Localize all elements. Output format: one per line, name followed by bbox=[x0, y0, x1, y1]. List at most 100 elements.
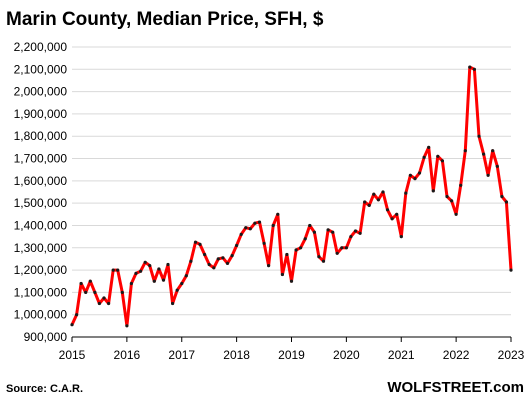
data-point bbox=[248, 227, 252, 231]
data-point bbox=[422, 155, 426, 159]
data-point bbox=[257, 220, 262, 224]
y-axis-tick-labels: 900,000 1,000,000 1,100,000 1,200,000 1,300,… bbox=[14, 40, 68, 344]
data-point bbox=[495, 164, 499, 168]
data-point bbox=[372, 192, 376, 196]
data-point bbox=[166, 262, 170, 267]
x-tick-label: 2019 bbox=[278, 348, 305, 362]
data-point bbox=[312, 230, 316, 234]
data-point bbox=[335, 251, 339, 255]
x-tick-label: 2020 bbox=[333, 348, 360, 362]
data-point bbox=[143, 260, 147, 264]
data-point bbox=[120, 290, 124, 294]
data-point bbox=[331, 230, 335, 234]
data-point bbox=[157, 267, 161, 271]
data-point bbox=[230, 254, 234, 258]
x-tick-label: 2021 bbox=[388, 348, 415, 362]
series-line bbox=[70, 65, 513, 328]
x-tick-label: 2018 bbox=[223, 348, 250, 362]
series-median-price bbox=[70, 65, 513, 328]
data-point bbox=[235, 243, 239, 248]
data-point bbox=[477, 134, 481, 138]
data-point bbox=[267, 264, 271, 268]
data-point bbox=[221, 256, 225, 260]
data-point bbox=[472, 67, 476, 71]
y-tick-label: 1,400,000 bbox=[14, 218, 68, 232]
data-point bbox=[139, 269, 143, 273]
data-point bbox=[79, 281, 83, 286]
data-point bbox=[303, 237, 307, 241]
data-point bbox=[116, 268, 120, 272]
y-tick-label: 1,600,000 bbox=[14, 174, 68, 188]
data-point bbox=[308, 223, 312, 228]
data-point bbox=[198, 242, 202, 246]
data-point bbox=[431, 189, 435, 193]
data-point bbox=[404, 191, 408, 195]
data-point bbox=[97, 301, 101, 306]
data-point bbox=[262, 241, 266, 245]
data-point bbox=[111, 268, 115, 272]
data-point bbox=[450, 199, 454, 203]
y-tick-label: 1,500,000 bbox=[14, 196, 68, 210]
data-point bbox=[184, 274, 188, 278]
data-point bbox=[486, 173, 490, 177]
data-point bbox=[340, 246, 344, 250]
y-tick-label: 2,200,000 bbox=[14, 40, 68, 54]
data-point bbox=[93, 290, 97, 294]
x-axis-tick-labels: 2015 2016 2017 2018 2019 2020 2021 2022 2023 bbox=[59, 348, 525, 362]
data-point bbox=[399, 235, 403, 239]
data-point bbox=[212, 266, 216, 270]
data-point bbox=[367, 203, 371, 207]
chart-title: Marin County, Median Price, SFH, $ bbox=[6, 9, 324, 30]
data-point bbox=[353, 229, 358, 233]
data-point bbox=[417, 171, 422, 175]
data-point bbox=[500, 194, 504, 199]
y-tick-label: 2,100,000 bbox=[14, 62, 68, 76]
data-point bbox=[349, 235, 353, 239]
y-tick-label: 1,100,000 bbox=[14, 285, 68, 299]
data-point bbox=[152, 279, 156, 283]
x-tick-label: 2017 bbox=[168, 348, 195, 362]
data-point bbox=[376, 198, 380, 202]
y-tick-label: 900,000 bbox=[24, 330, 68, 344]
data-point bbox=[321, 259, 326, 263]
data-point bbox=[459, 183, 463, 187]
data-point bbox=[84, 290, 88, 294]
data-point bbox=[148, 264, 152, 268]
data-point bbox=[436, 154, 440, 158]
data-point bbox=[107, 301, 111, 306]
x-tick-label: 2016 bbox=[114, 348, 141, 362]
data-point bbox=[271, 223, 275, 228]
data-point bbox=[294, 248, 298, 252]
data-point bbox=[161, 278, 166, 282]
data-point bbox=[385, 208, 390, 212]
data-point bbox=[445, 194, 449, 199]
data-point bbox=[75, 313, 79, 317]
data-point bbox=[225, 261, 230, 265]
data-point bbox=[390, 217, 394, 221]
data-point bbox=[395, 212, 399, 216]
data-point bbox=[189, 259, 193, 263]
data-point bbox=[125, 324, 129, 328]
data-point bbox=[129, 281, 133, 286]
x-tick-label: 2022 bbox=[443, 348, 470, 362]
wolfstreet-watermark: WOLFSTREET.com bbox=[387, 379, 524, 396]
data-point bbox=[134, 271, 138, 275]
y-tick-label: 2,000,000 bbox=[14, 85, 68, 99]
axes bbox=[71, 336, 512, 342]
data-point bbox=[381, 190, 385, 194]
data-point bbox=[326, 228, 330, 232]
data-point bbox=[102, 296, 106, 300]
x-tick-label: 2023 bbox=[498, 348, 525, 362]
data-point bbox=[482, 152, 486, 156]
data-point bbox=[363, 200, 367, 204]
data-point bbox=[427, 145, 431, 149]
y-tick-label: 1,900,000 bbox=[14, 107, 68, 121]
y-tick-label: 1,800,000 bbox=[14, 129, 68, 143]
y-tick-label: 1,700,000 bbox=[14, 152, 68, 166]
data-point bbox=[440, 159, 444, 163]
source-note: Source: C.A.R. bbox=[6, 383, 83, 395]
y-tick-label: 1,200,000 bbox=[14, 263, 68, 277]
data-point bbox=[276, 212, 280, 216]
data-point bbox=[413, 177, 417, 181]
